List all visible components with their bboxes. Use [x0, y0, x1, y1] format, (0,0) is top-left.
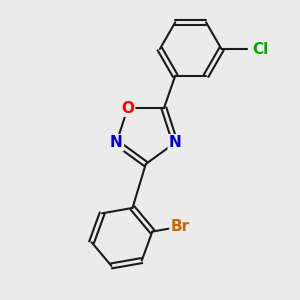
Text: O: O	[121, 101, 134, 116]
Text: N: N	[169, 135, 182, 150]
Text: Cl: Cl	[252, 41, 268, 56]
Text: Br: Br	[170, 219, 190, 234]
Text: N: N	[110, 135, 123, 150]
